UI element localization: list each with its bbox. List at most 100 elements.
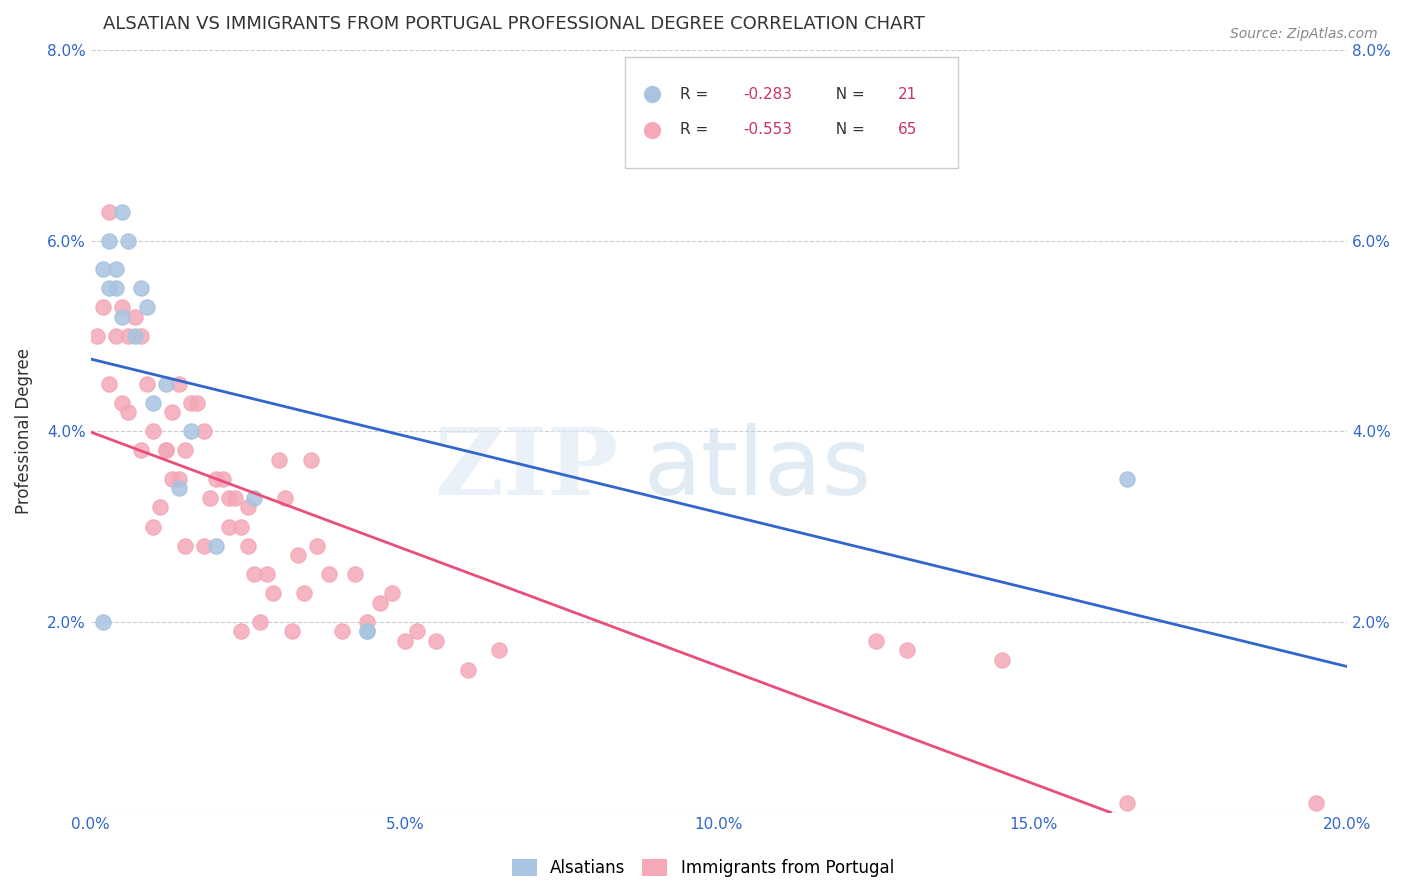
Point [117, 329, 139, 343]
Point [129, 329, 152, 343]
Point [1305, 796, 1327, 810]
Point [368, 596, 391, 610]
Point [990, 653, 1012, 667]
Point [162, 472, 184, 486]
Point [394, 634, 416, 648]
Point [91, 615, 114, 629]
Point [180, 395, 202, 409]
Point [305, 539, 328, 553]
Point [330, 624, 353, 639]
Point [256, 567, 278, 582]
Point [205, 472, 228, 486]
Point [173, 539, 195, 553]
FancyBboxPatch shape [624, 57, 957, 168]
Point [111, 205, 134, 219]
Point [98, 234, 121, 248]
Text: R =: R = [681, 87, 713, 102]
Point [231, 624, 253, 639]
Point [155, 376, 177, 391]
Point [205, 539, 228, 553]
Point [136, 300, 159, 314]
Point [269, 452, 291, 467]
Point [356, 624, 378, 639]
Point [167, 472, 190, 486]
Point [318, 567, 340, 582]
Point [142, 395, 165, 409]
Text: Source: ZipAtlas.com: Source: ZipAtlas.com [1230, 27, 1378, 41]
Text: ZIP: ZIP [434, 425, 619, 515]
Point [167, 376, 190, 391]
Point [457, 663, 479, 677]
Point [155, 443, 177, 458]
Point [198, 491, 221, 505]
Point [280, 624, 302, 639]
Text: N =: N = [825, 87, 869, 102]
Point [86, 329, 108, 343]
Point [356, 624, 378, 639]
Point [104, 262, 127, 277]
Point [111, 300, 134, 314]
Text: atlas: atlas [644, 424, 872, 516]
Text: -0.283: -0.283 [742, 87, 792, 102]
Point [111, 310, 134, 324]
Text: R =: R = [681, 122, 713, 137]
Point [142, 519, 165, 533]
Text: 21: 21 [897, 87, 917, 102]
Point [124, 329, 146, 343]
Point [136, 376, 159, 391]
Point [211, 472, 233, 486]
Text: 65: 65 [897, 122, 917, 137]
Point [167, 482, 190, 496]
Point [243, 491, 266, 505]
Point [406, 624, 429, 639]
Point [343, 567, 366, 582]
Text: -0.553: -0.553 [742, 122, 792, 137]
Point [1116, 472, 1139, 486]
Text: N =: N = [825, 122, 869, 137]
Point [117, 405, 139, 419]
Point [236, 539, 259, 553]
Point [129, 443, 152, 458]
Point [117, 234, 139, 248]
Point [193, 539, 215, 553]
Point [98, 205, 121, 219]
Point [425, 634, 447, 648]
Point [142, 424, 165, 438]
Point [186, 395, 208, 409]
Y-axis label: Professional Degree: Professional Degree [15, 348, 32, 514]
Point [111, 395, 134, 409]
Point [224, 491, 246, 505]
Point [292, 586, 315, 600]
Point [299, 452, 322, 467]
Point [231, 519, 253, 533]
Text: ALSATIAN VS IMMIGRANTS FROM PORTUGAL PROFESSIONAL DEGREE CORRELATION CHART: ALSATIAN VS IMMIGRANTS FROM PORTUGAL PRO… [103, 15, 925, 33]
Point [381, 586, 404, 600]
Point [218, 491, 240, 505]
Point [104, 281, 127, 295]
Legend: Alsatians, Immigrants from Portugal: Alsatians, Immigrants from Portugal [505, 852, 901, 884]
Point [896, 643, 918, 657]
Point [193, 424, 215, 438]
Point [129, 281, 152, 295]
Point [91, 300, 114, 314]
Point [180, 424, 202, 438]
Point [356, 615, 378, 629]
Point [149, 500, 172, 515]
Point [488, 643, 510, 657]
Point [98, 376, 121, 391]
Point [287, 548, 309, 562]
Point [124, 310, 146, 324]
Point [1116, 796, 1139, 810]
Point [262, 586, 284, 600]
Point [236, 500, 259, 515]
Point [91, 262, 114, 277]
Point [162, 405, 184, 419]
Point [249, 615, 271, 629]
Point [98, 281, 121, 295]
Point [104, 329, 127, 343]
Point [243, 567, 266, 582]
Point [274, 491, 297, 505]
Point [173, 443, 195, 458]
Point [865, 634, 887, 648]
Point [155, 443, 177, 458]
